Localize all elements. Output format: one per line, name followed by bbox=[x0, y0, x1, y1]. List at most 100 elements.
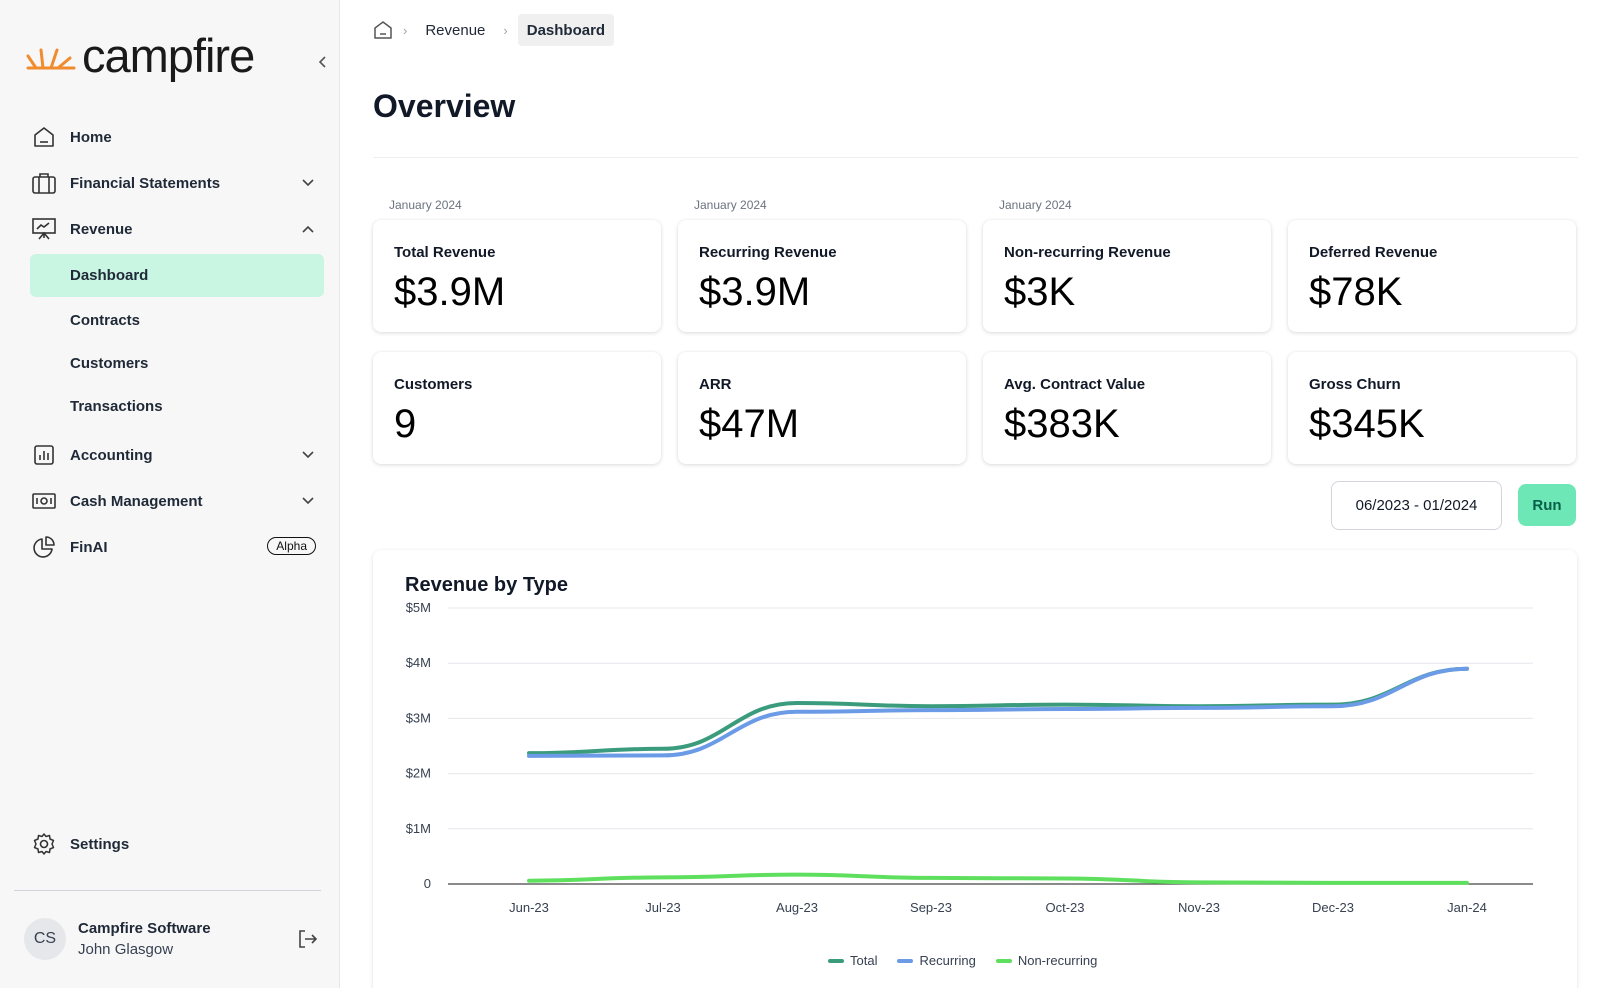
metric-label: Gross Churn bbox=[1309, 376, 1401, 393]
chevron-down-icon[interactable] bbox=[300, 175, 316, 191]
gear-icon bbox=[30, 830, 58, 858]
metric-value: $3.9M bbox=[394, 270, 506, 314]
period-label: January 2024 bbox=[999, 198, 1072, 212]
metric-card-arr: ARR $47M bbox=[678, 352, 966, 464]
sidebar-item-financial-statements[interactable]: Financial Statements bbox=[30, 160, 324, 206]
chevron-down-icon[interactable] bbox=[300, 493, 316, 509]
series-line-non-recurring bbox=[527, 872, 1469, 885]
y-tick-label: $2M bbox=[406, 766, 431, 781]
user-profile[interactable]: CS Campfire Software John Glasgow bbox=[24, 918, 324, 960]
sidebar-item-cash-management[interactable]: Cash Management bbox=[30, 478, 324, 524]
y-tick-label: 0 bbox=[424, 876, 431, 891]
sidebar-nav: Home Financial Statements Revenue Dashbo… bbox=[30, 114, 324, 570]
campfire-flame-icon bbox=[26, 48, 76, 69]
metric-value: $3K bbox=[1004, 270, 1076, 314]
metric-card-non-recurring-revenue: Non-recurring Revenue $3K bbox=[983, 220, 1271, 332]
cash-icon bbox=[30, 487, 58, 515]
sidebar-item-home[interactable]: Home bbox=[30, 114, 324, 160]
x-tick-label: Sep-23 bbox=[910, 900, 952, 915]
metric-label: Avg. Contract Value bbox=[1004, 376, 1146, 393]
sidebar-item-accounting[interactable]: Accounting bbox=[30, 432, 324, 478]
metric-label: Non-recurring Revenue bbox=[1004, 244, 1171, 261]
chevron-down-icon[interactable] bbox=[300, 447, 316, 463]
legend-item[interactable]: Total bbox=[828, 953, 877, 968]
metric-value: $47M bbox=[699, 402, 800, 446]
sidebar-divider bbox=[14, 890, 321, 891]
metric-card-recurring-revenue: Recurring Revenue $3.9M bbox=[678, 220, 966, 332]
run-button[interactable]: Run bbox=[1518, 484, 1576, 526]
x-tick-label: Jun-23 bbox=[509, 900, 549, 915]
period-label: January 2024 bbox=[389, 198, 462, 212]
metric-value: $78K bbox=[1309, 270, 1403, 314]
home-icon bbox=[30, 123, 58, 151]
title-divider bbox=[373, 157, 1578, 158]
avatar: CS bbox=[24, 918, 66, 960]
chevron-left-icon bbox=[318, 56, 326, 68]
sidebar-subitem-label: Transactions bbox=[70, 398, 163, 415]
breadcrumb-dashboard[interactable]: Dashboard bbox=[517, 14, 615, 46]
x-tick-label: Aug-23 bbox=[776, 900, 818, 915]
y-tick-label: $3M bbox=[406, 710, 431, 725]
sidebar-item-revenue[interactable]: Revenue bbox=[30, 206, 324, 252]
sidebar-item-finai[interactable]: FinAI Alpha bbox=[30, 524, 324, 570]
line-chart: 0 $1M $2M $3M $4M $5M Jun-23 Jul-23 Aug-23 Sep-23… bbox=[406, 600, 1533, 915]
series-line-recurring bbox=[527, 666, 1469, 758]
chevron-right-icon: › bbox=[403, 22, 408, 38]
chart-title: Revenue by Type bbox=[405, 574, 569, 596]
metric-value: $3.9M bbox=[699, 270, 811, 314]
date-range-picker[interactable]: 06/2023 - 01/2024 bbox=[1331, 481, 1502, 530]
collapse-sidebar-button[interactable] bbox=[313, 52, 333, 72]
metric-label: Recurring Revenue bbox=[699, 244, 837, 261]
breadcrumb: › Revenue › Dashboard bbox=[373, 14, 615, 46]
sidebar-item-label: Revenue bbox=[70, 220, 133, 238]
campfire-logo[interactable]: campfire bbox=[26, 29, 255, 82]
metric-card-avg-contract-value: Avg. Contract Value $383K bbox=[983, 352, 1271, 464]
presentation-chart-icon bbox=[30, 215, 58, 243]
legend-label: Total bbox=[850, 953, 878, 968]
sidebar-item-label: Home bbox=[70, 128, 112, 146]
sidebar-item-label: Cash Management bbox=[70, 492, 203, 510]
logo-text: campfire bbox=[82, 29, 255, 82]
sidebar-item-settings[interactable]: Settings bbox=[30, 824, 129, 864]
metric-value: $383K bbox=[1004, 402, 1120, 446]
settings-label: Settings bbox=[70, 835, 130, 853]
bar-chart-icon bbox=[30, 441, 58, 469]
legend-swatch bbox=[995, 958, 1012, 963]
sidebar: campfire Home Financial Statements Reven… bbox=[0, 0, 340, 988]
sidebar-subitem-label: Contracts bbox=[70, 312, 141, 329]
metric-card-gross-churn: Gross Churn $345K bbox=[1288, 352, 1576, 464]
sidebar-item-label: Financial Statements bbox=[70, 174, 221, 192]
legend-label: Recurring bbox=[919, 953, 976, 968]
sidebar-subitem-dashboard[interactable]: Dashboard bbox=[30, 254, 324, 297]
revenue-by-type-chart: Revenue by Type 0 $1M $2M $3M $4M $5M Jun-23 Ju… bbox=[373, 550, 1577, 988]
user-name: John Glasgow bbox=[78, 941, 174, 958]
sidebar-subitem-customers[interactable]: Customers bbox=[30, 342, 324, 385]
y-tick-label: $4M bbox=[406, 655, 431, 670]
user-org: Campfire Software bbox=[78, 920, 211, 937]
x-tick-label: Nov-23 bbox=[1178, 900, 1220, 915]
period-label: January 2024 bbox=[694, 198, 767, 212]
chevron-up-icon[interactable] bbox=[300, 221, 316, 237]
x-tick-label: Dec-23 bbox=[1312, 900, 1354, 915]
metric-label: ARR bbox=[699, 376, 732, 393]
metric-card-deferred-revenue: Deferred Revenue $78K bbox=[1288, 220, 1576, 332]
metric-value: 9 bbox=[394, 402, 417, 446]
legend-swatch bbox=[828, 958, 844, 963]
metric-label: Customers bbox=[394, 376, 473, 393]
legend-item[interactable]: Recurring bbox=[897, 953, 976, 968]
sidebar-subitem-transactions[interactable]: Transactions bbox=[30, 385, 324, 428]
chart-legend: Total Recurring Non-recurring bbox=[828, 953, 1117, 968]
sidebar-subitem-contracts[interactable]: Contracts bbox=[30, 299, 324, 342]
home-icon[interactable] bbox=[373, 20, 393, 40]
legend-item[interactable]: Non-recurring bbox=[995, 953, 1097, 968]
x-tick-label: Jul-23 bbox=[645, 900, 680, 915]
breadcrumb-revenue[interactable]: Revenue bbox=[425, 21, 486, 39]
metric-label: Deferred Revenue bbox=[1309, 244, 1438, 261]
logout-icon[interactable] bbox=[296, 928, 318, 950]
y-tick-label: $5M bbox=[406, 600, 431, 615]
y-tick-label: $1M bbox=[406, 821, 431, 836]
x-tick-label: Jan-24 bbox=[1447, 900, 1487, 915]
legend-swatch bbox=[897, 958, 914, 963]
metric-card-customers: Customers 9 bbox=[373, 352, 661, 464]
sidebar-item-label: Accounting bbox=[70, 446, 153, 464]
